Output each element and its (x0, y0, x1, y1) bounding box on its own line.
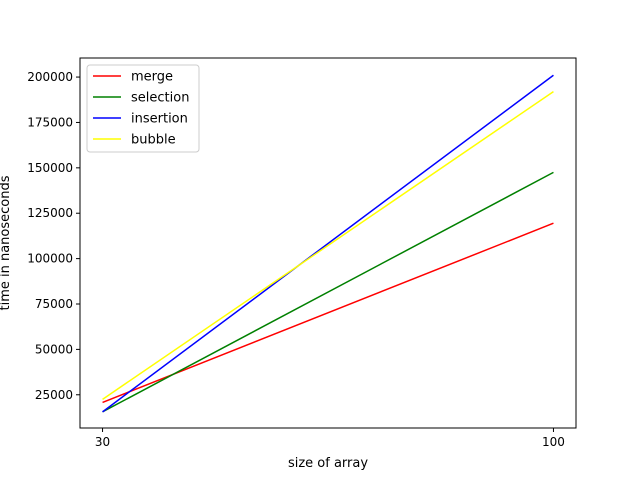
legend-box (86, 64, 200, 153)
legend-items: merge selection insertion bubble (93, 70, 189, 148)
legend-label-selection: selection (131, 91, 189, 106)
y-tick-label: 200000 (27, 70, 73, 84)
y-tick-label: 75000 (35, 297, 73, 311)
legend-label-bubble: bubble (131, 133, 176, 148)
series-line-selection (102, 171, 554, 413)
y-tick-label: 100000 (27, 252, 73, 266)
x-axis-label: size of array (288, 456, 368, 471)
legend-label-merge: merge (131, 70, 173, 85)
y-tick-label: 125000 (27, 206, 73, 220)
y-axis-label: time in nanoseconds (0, 175, 13, 310)
legend: merge selection insertion bubble (86, 64, 200, 153)
plot-frame (79, 57, 577, 429)
series-layer (102, 74, 554, 413)
series-line-bubble (102, 90, 554, 400)
y-tick-label: 25000 (35, 388, 73, 402)
y-tick-label: 150000 (27, 161, 73, 175)
axes-layer (79, 57, 577, 429)
x-tick-label: 100 (542, 435, 565, 449)
series-line-insertion (102, 74, 554, 413)
y-tick-label: 50000 (35, 342, 73, 356)
y-tick-label: 175000 (27, 115, 73, 129)
legend-label-insertion: insertion (131, 112, 188, 127)
tick-layer: 30 100 25000 50000 75000 100000 125000 150000 17… (27, 70, 565, 449)
x-tick-label: 30 (95, 435, 110, 449)
